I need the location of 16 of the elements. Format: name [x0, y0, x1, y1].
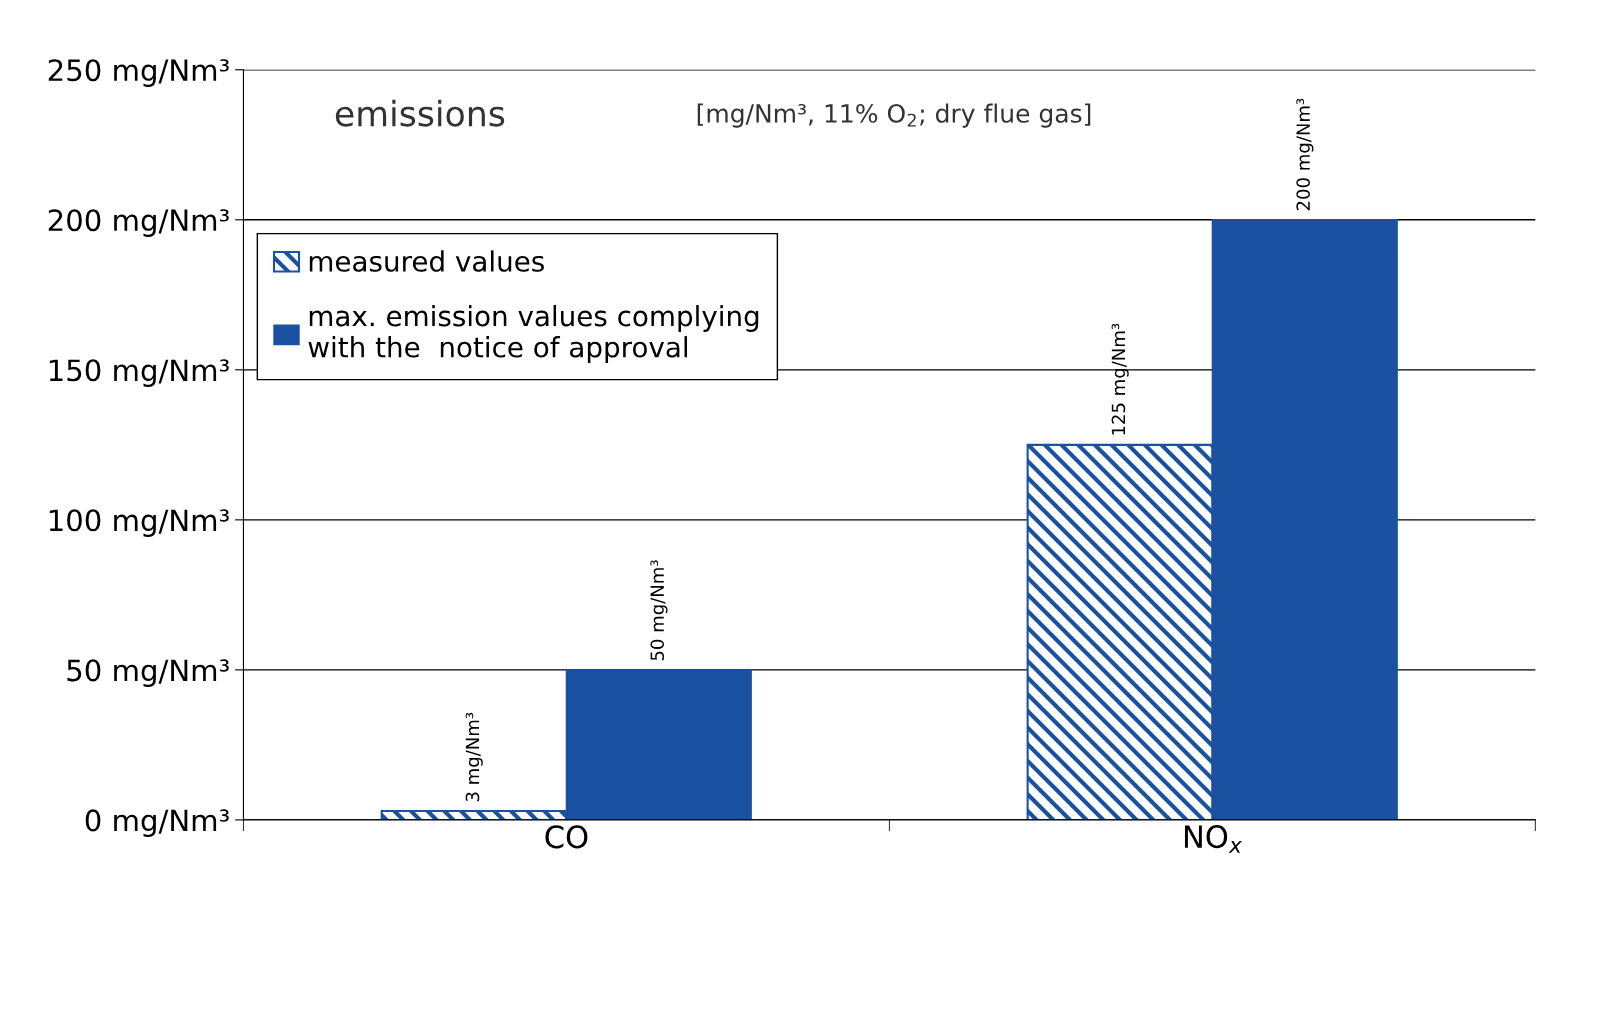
y-tick-label: 150 mg/Nm³ [49, 359, 229, 387]
x-tick-label: CO [545, 825, 588, 849]
y-tick-label: 250 mg/Nm³ [48, 59, 229, 87]
y-tick-label: 100 mg/Nm³ [49, 509, 229, 537]
y-tick-label: 200 mg/Nm³ [48, 209, 229, 237]
text: emissions [335, 99, 505, 127]
legend-label: max. emission values complying with the notice of approval [308, 305, 759, 363]
data-label: 125 mg/Nm³ [1111, 323, 1129, 435]
data-label: 50 mg/Nm³ [650, 560, 668, 661]
y-tick-label: 50 mg/Nm³ [67, 659, 229, 688]
data-label: 200 mg/Nm³ [1296, 98, 1314, 211]
text: [mg/Nm³, 11% O$_{2}$; dry flue gas] [697, 103, 1091, 128]
y-tick-label: 0 mg/Nm³ [85, 809, 229, 838]
legend-label: measured values [309, 250, 544, 272]
x-tick-label: NO$_{x}$ [1184, 825, 1243, 853]
data-label: 3 mg/Nm³ [465, 712, 483, 802]
